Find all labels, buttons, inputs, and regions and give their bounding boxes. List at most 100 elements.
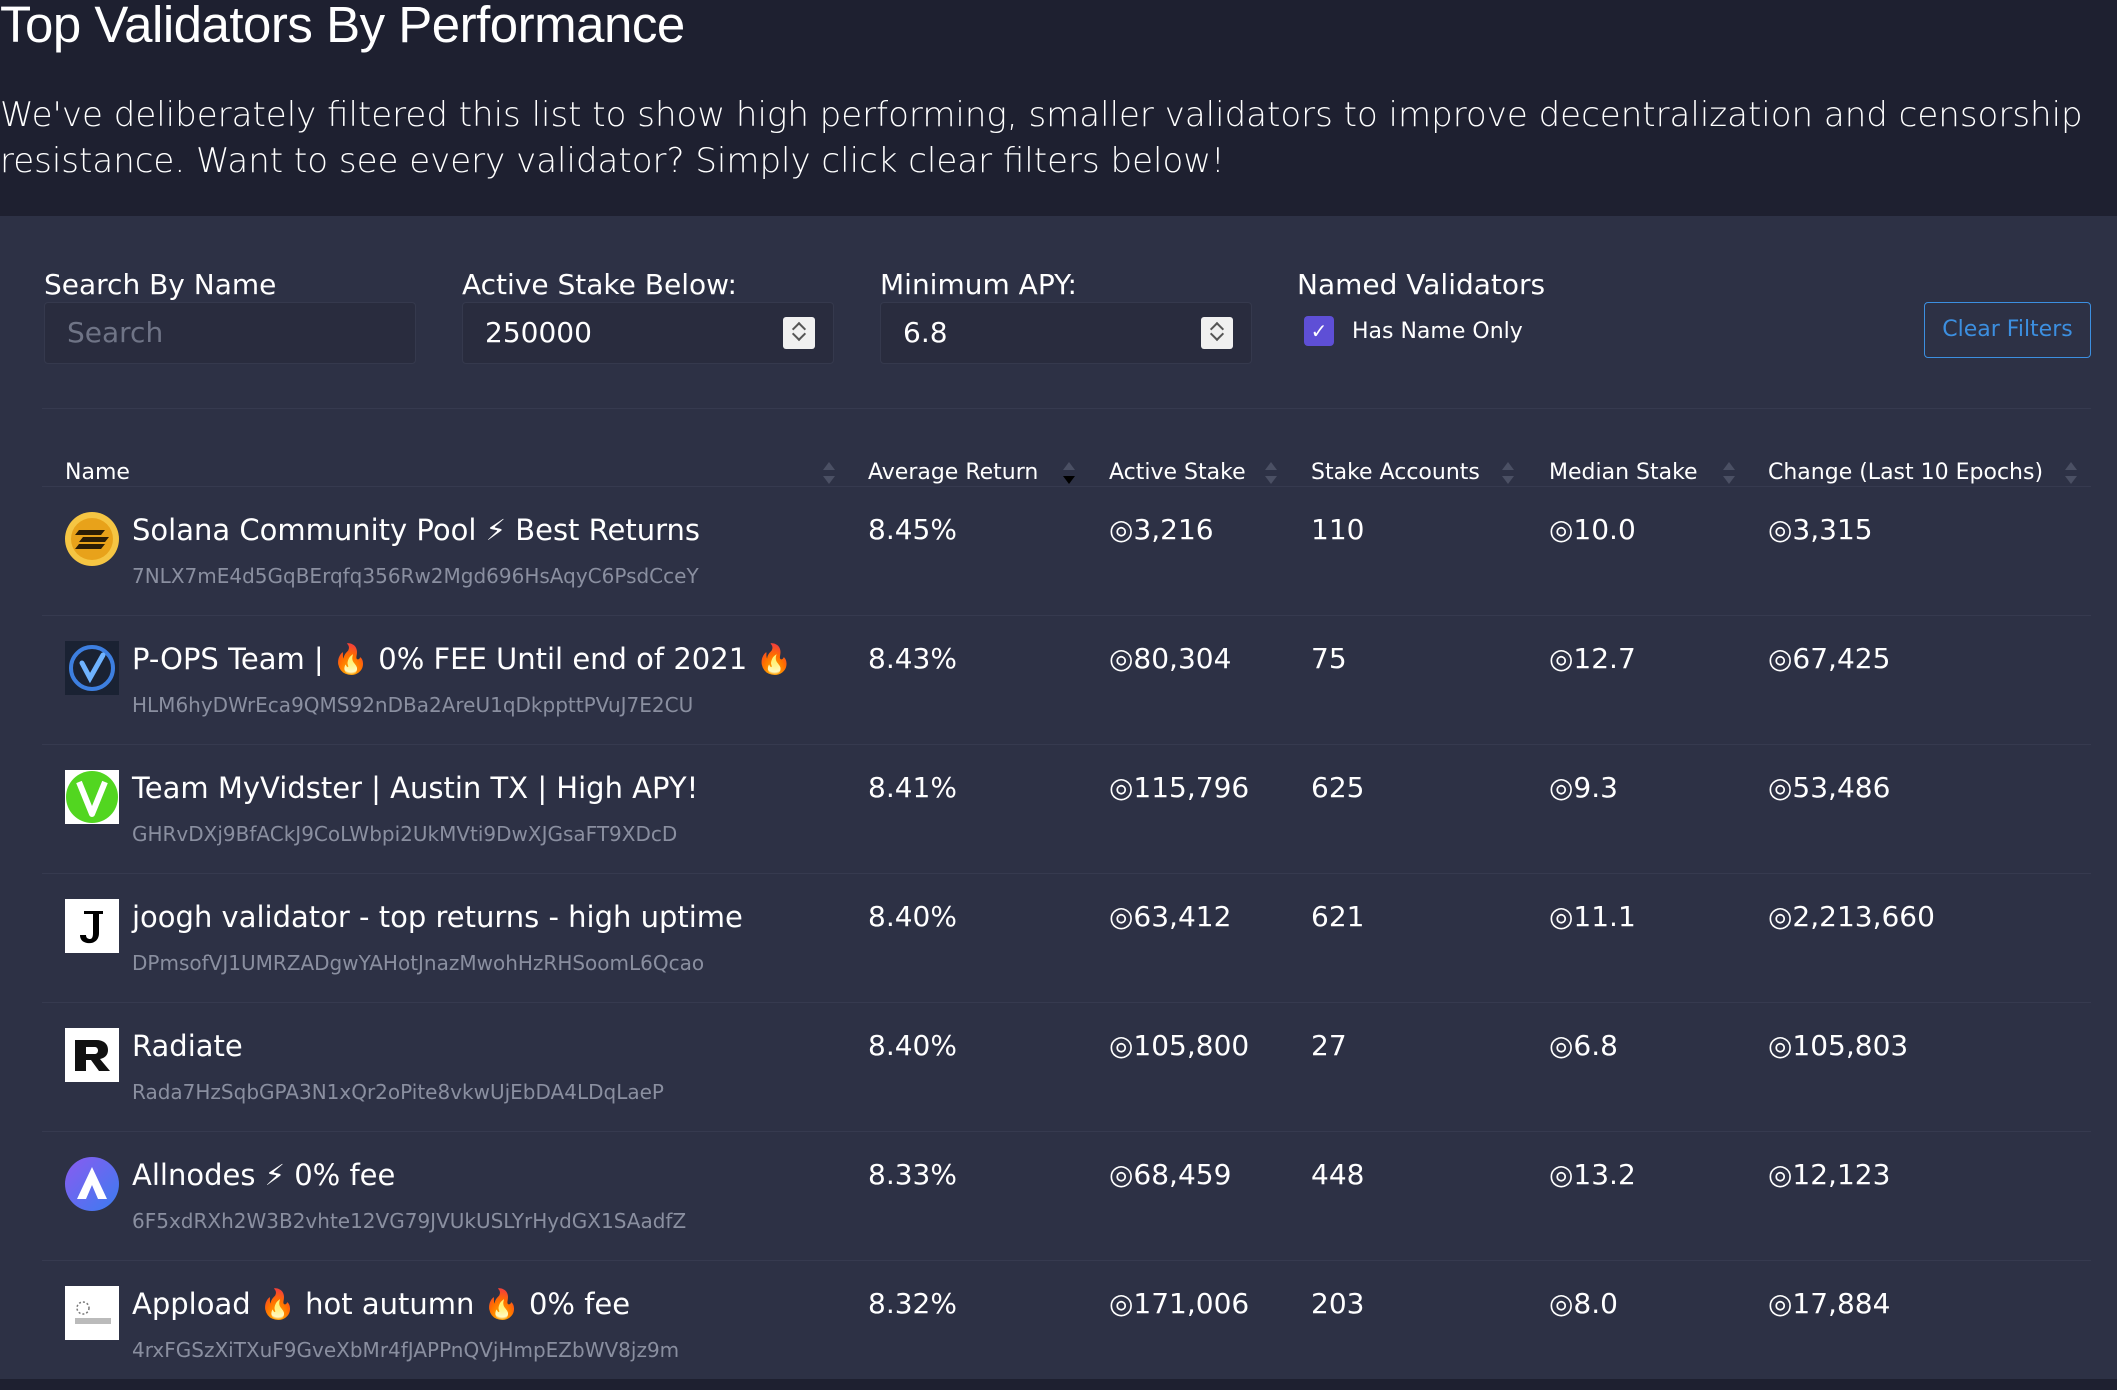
search-filter: Search By Name	[44, 264, 276, 306]
validator-name[interactable]: Allnodes ⚡ 0% fee	[132, 1158, 396, 1192]
table-row[interactable]: Allnodes ⚡ 0% fee 6F5xdRXh2W3B2vhte12VG7…	[0, 1133, 2117, 1261]
radiate-logo-icon	[65, 1028, 119, 1082]
active-stake: ◎115,796	[1109, 771, 1250, 804]
stake-stepper-icon[interactable]	[783, 317, 815, 349]
average-return: 8.41%	[868, 771, 957, 804]
stake-accounts: 203	[1311, 1287, 1365, 1320]
active-stake: ◎68,459	[1109, 1158, 1232, 1191]
column-header-average-return[interactable]: Average Return	[868, 460, 1039, 485]
average-return: 8.40%	[868, 1029, 957, 1062]
page-description: We've deliberately filtered this list to…	[0, 95, 2083, 181]
validator-name[interactable]: Solana Community Pool ⚡ Best Returns	[132, 513, 700, 547]
sort-icon[interactable]	[1502, 462, 1514, 484]
median-stake: ◎6.8	[1549, 1029, 1618, 1062]
validator-address: 7NLX7mE4d5GqBErqfq356Rw2Mgd696HsAqyC6Psd…	[132, 564, 699, 588]
active-stake: ◎80,304	[1109, 642, 1232, 675]
column-header-change[interactable]: Change (Last 10 Epochs)	[1768, 460, 2044, 485]
stake-input[interactable]: 250000	[462, 302, 834, 364]
named-filter: Named Validators	[1297, 264, 1545, 306]
p-ops-logo-icon	[65, 641, 119, 695]
page-title: Top Validators By Performance	[0, 0, 685, 53]
validator-address: 4rxFGSzXiTXuF9GveXbMr4fJAPPnQVjHmpEZbWV8…	[132, 1338, 680, 1362]
stake-accounts: 621	[1311, 900, 1365, 933]
sort-icon[interactable]	[1723, 462, 1735, 484]
average-return: 8.33%	[868, 1158, 957, 1191]
validator-name[interactable]: Team MyVidster | Austin TX | High APY!	[132, 771, 699, 805]
stake-filter: Active Stake Below:	[462, 264, 737, 306]
myvidster-logo-icon	[65, 770, 119, 824]
stake-change: ◎53,486	[1768, 771, 1891, 804]
has-name-only-toggle[interactable]: ✓ Has Name Only	[1304, 316, 1523, 346]
apy-value: 6.8	[903, 316, 948, 349]
search-label: Search By Name	[44, 268, 277, 301]
column-header-median-stake[interactable]: Median Stake	[1549, 460, 1698, 485]
table-header: Name Average Return Active Stake Stake A…	[0, 442, 2117, 504]
column-header-active-stake[interactable]: Active Stake	[1109, 460, 1246, 485]
sort-icon[interactable]	[2065, 462, 2077, 484]
validator-name[interactable]: Appload 🔥 hot autumn 🔥 0% fee	[132, 1287, 631, 1321]
validator-name[interactable]: P-OPS Team | 🔥 0% FEE Until end of 2021 …	[132, 642, 793, 676]
median-stake: ◎8.0	[1549, 1287, 1618, 1320]
search-placeholder: Search	[67, 316, 164, 349]
appload-logo-icon	[65, 1286, 119, 1340]
table-row[interactable]: P-OPS Team | 🔥 0% FEE Until end of 2021 …	[0, 617, 2117, 745]
table-row[interactable]: joogh validator - top returns - high upt…	[0, 875, 2117, 1003]
validator-name[interactable]: joogh validator - top returns - high upt…	[132, 900, 743, 934]
active-stake: ◎3,216	[1109, 513, 1214, 546]
clear-filters-button[interactable]: Clear Filters	[1924, 302, 2091, 358]
validator-name[interactable]: Radiate	[132, 1029, 243, 1063]
apy-stepper-icon[interactable]	[1201, 317, 1233, 349]
table-row[interactable]: Radiate Rada7HzSqbGPA3N1xQr2oPite8vkwUjE…	[0, 1004, 2117, 1132]
stake-accounts: 110	[1311, 513, 1365, 546]
table-row[interactable]: Team MyVidster | Austin TX | High APY! G…	[0, 746, 2117, 874]
column-header-name[interactable]: Name	[65, 460, 130, 485]
sort-desc-icon[interactable]	[1063, 462, 1075, 484]
apy-input[interactable]: 6.8	[880, 302, 1252, 364]
active-stake: ◎171,006	[1109, 1287, 1250, 1320]
stake-accounts: 625	[1311, 771, 1365, 804]
validators-panel: Search By Name Search Active Stake Below…	[0, 216, 2117, 1379]
divider	[42, 744, 2091, 745]
column-header-stake-accounts[interactable]: Stake Accounts	[1311, 460, 1480, 485]
stake-label: Active Stake Below:	[462, 268, 737, 301]
stake-change: ◎67,425	[1768, 642, 1891, 675]
joogh-logo-icon	[65, 899, 119, 953]
validator-address: GHRvDXj9BfACkJ9CoLWbpi2UkMVti9DwXJGsaFT9…	[132, 822, 678, 846]
divider	[42, 486, 2091, 487]
apy-label: Minimum APY:	[880, 268, 1077, 301]
median-stake: ◎9.3	[1549, 771, 1618, 804]
average-return: 8.40%	[868, 900, 957, 933]
search-input[interactable]: Search	[44, 302, 416, 364]
median-stake: ◎12.7	[1549, 642, 1636, 675]
allnodes-logo-icon	[65, 1157, 119, 1211]
sort-icon[interactable]	[1265, 462, 1277, 484]
sort-icon[interactable]	[823, 462, 835, 484]
stake-change: ◎3,315	[1768, 513, 1873, 546]
average-return: 8.43%	[868, 642, 957, 675]
has-name-only-label: Has Name Only	[1352, 318, 1523, 344]
stake-change: ◎12,123	[1768, 1158, 1891, 1191]
validator-address: 6F5xdRXh2W3B2vhte12VG79JVUkUSLYrHydGX1SA…	[132, 1209, 687, 1233]
stake-change: ◎2,213,660	[1768, 900, 1935, 933]
stake-accounts: 27	[1311, 1029, 1347, 1062]
stake-change: ◎17,884	[1768, 1287, 1891, 1320]
table-row[interactable]: Appload 🔥 hot autumn 🔥 0% fee 4rxFGSzXiT…	[0, 1262, 2117, 1390]
active-stake: ◎63,412	[1109, 900, 1232, 933]
stake-value: 250000	[485, 316, 592, 349]
divider	[42, 408, 2091, 409]
median-stake: ◎10.0	[1549, 513, 1636, 546]
average-return: 8.45%	[868, 513, 957, 546]
divider	[42, 615, 2091, 616]
active-stake: ◎105,800	[1109, 1029, 1250, 1062]
average-return: 8.32%	[868, 1287, 957, 1320]
stake-accounts: 448	[1311, 1158, 1365, 1191]
solana-pool-logo-icon	[65, 512, 119, 566]
divider	[42, 1002, 2091, 1003]
validator-address: DPmsofVJ1UMRZADgwYAHotJnazMwohHzRHSoomL6…	[132, 951, 705, 975]
median-stake: ◎11.1	[1549, 900, 1636, 933]
stake-change: ◎105,803	[1768, 1029, 1909, 1062]
table-row[interactable]: Solana Community Pool ⚡ Best Returns 7NL…	[0, 488, 2117, 616]
validator-address: HLM6hyDWrEca9QMS92nDBa2AreU1qDkppttPVuJ7…	[132, 693, 694, 717]
median-stake: ◎13.2	[1549, 1158, 1636, 1191]
checkbox-checked-icon[interactable]: ✓	[1304, 316, 1334, 346]
